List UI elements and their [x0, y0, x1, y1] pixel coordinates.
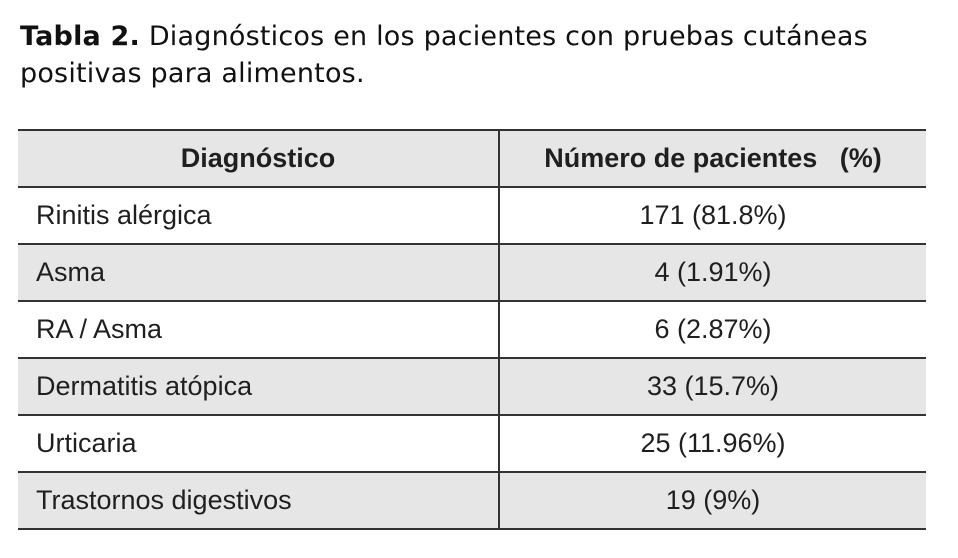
- table-row: Asma 4 (1.91%): [18, 244, 926, 302]
- cell-patients: 171 (81.8%): [499, 187, 926, 245]
- table-caption: Tabla 2. Diagnósticos en los pacientes c…: [20, 18, 935, 92]
- cell-diagnosis: Trastornos digestivos: [18, 472, 500, 530]
- cell-patients: 19 (9%): [499, 472, 926, 530]
- header-diagnosis: Diagnóstico: [18, 129, 500, 188]
- cell-diagnosis: Dermatitis atópica: [18, 358, 500, 416]
- cell-patients: 33 (15.7%): [499, 358, 926, 416]
- header-patients: Número de pacientes (%): [499, 129, 926, 188]
- table-caption-text: Diagnósticos en los pacientes con prueba…: [20, 21, 868, 89]
- cell-patients: 25 (11.96%): [499, 415, 926, 473]
- table-row: Trastornos digestivos 19 (9%): [18, 472, 926, 530]
- table-caption-label: Tabla 2.: [20, 21, 141, 52]
- table-row: Dermatitis atópica 33 (15.7%): [18, 358, 926, 416]
- table-row: RA / Asma 6 (2.87%): [18, 301, 926, 359]
- table-row: Rinitis alérgica 171 (81.8%): [18, 187, 926, 245]
- cell-patients: 6 (2.87%): [499, 301, 926, 359]
- cell-diagnosis: RA / Asma: [18, 301, 500, 359]
- cell-patients: 4 (1.91%): [499, 244, 926, 302]
- table-row: Urticaria 25 (11.96%): [18, 415, 926, 473]
- cell-diagnosis: Urticaria: [18, 415, 500, 473]
- table-header-row: Diagnóstico Número de pacientes (%): [18, 129, 926, 188]
- cell-diagnosis: Asma: [18, 244, 500, 302]
- cell-diagnosis: Rinitis alérgica: [18, 187, 500, 245]
- diagnosis-table: Diagnóstico Número de pacientes (%) Rini…: [18, 129, 926, 530]
